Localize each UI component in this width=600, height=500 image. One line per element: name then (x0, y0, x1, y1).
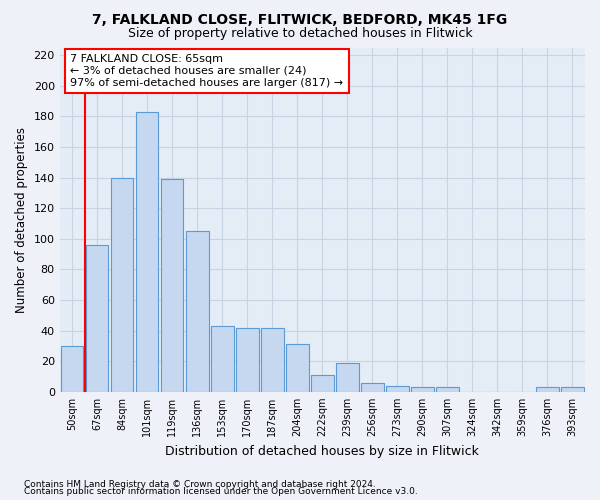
Bar (61, 346, 83, 392)
Bar (286, 344, 308, 392)
Bar (436, 387, 458, 392)
Bar (136, 112, 158, 392)
X-axis label: Distribution of detached houses by size in Flitwick: Distribution of detached houses by size … (166, 444, 479, 458)
Bar (161, 179, 184, 392)
Bar (211, 326, 233, 392)
Bar (361, 382, 383, 392)
Y-axis label: Number of detached properties: Number of detached properties (15, 126, 28, 312)
Text: Contains HM Land Registry data © Crown copyright and database right 2024.: Contains HM Land Registry data © Crown c… (24, 480, 376, 489)
Text: Size of property relative to detached houses in Flitwick: Size of property relative to detached ho… (128, 28, 472, 40)
Bar (86, 245, 109, 392)
Bar (536, 387, 559, 392)
Bar (261, 328, 284, 392)
Bar (236, 328, 259, 392)
Bar (336, 362, 359, 392)
Text: 7, FALKLAND CLOSE, FLITWICK, BEDFORD, MK45 1FG: 7, FALKLAND CLOSE, FLITWICK, BEDFORD, MK… (92, 12, 508, 26)
Bar (411, 387, 434, 392)
Bar (311, 375, 334, 392)
Bar (111, 178, 133, 392)
Bar (386, 386, 409, 392)
Bar (186, 231, 209, 392)
Bar (561, 387, 584, 392)
Text: Contains public sector information licensed under the Open Government Licence v3: Contains public sector information licen… (24, 487, 418, 496)
Text: 7 FALKLAND CLOSE: 65sqm
← 3% of detached houses are smaller (24)
97% of semi-det: 7 FALKLAND CLOSE: 65sqm ← 3% of detached… (70, 54, 343, 88)
